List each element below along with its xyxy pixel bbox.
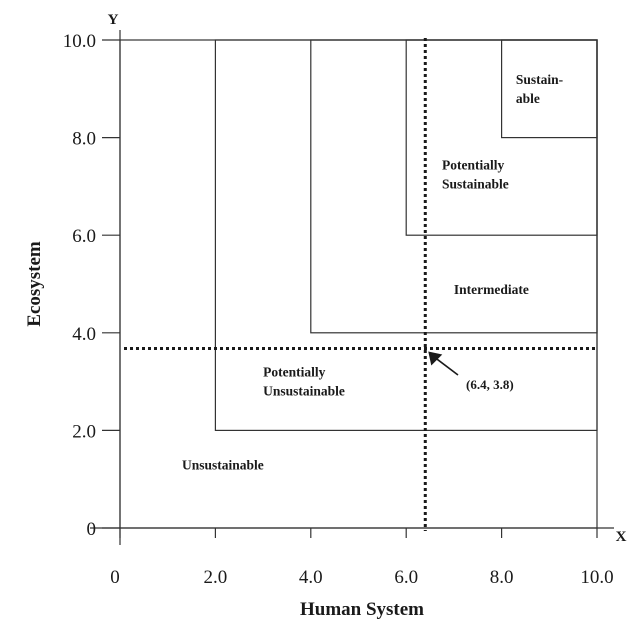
region-label-unsustainable: Unsustainable xyxy=(182,457,264,472)
x-tick-label: 4.0 xyxy=(299,567,323,588)
x-tick-label: 8.0 xyxy=(490,567,514,588)
y-axis-letter: Y xyxy=(108,12,119,28)
y-tick-label: 0 xyxy=(87,519,97,540)
point-label: (6.4, 3.8) xyxy=(466,377,514,392)
y-tick-label: 4.0 xyxy=(72,324,96,345)
y-tick-label: 2.0 xyxy=(72,421,96,442)
x-axis-letter: X xyxy=(616,529,627,545)
region-box-sustainable xyxy=(501,39,598,139)
region-label-potentially-sustainable: Potentially Sustainable xyxy=(442,157,509,191)
tick-marks xyxy=(102,39,598,538)
x-axis-title: Human System xyxy=(300,599,424,620)
y-axis-title: Ecosystem xyxy=(24,241,45,327)
point-marker: (6.4, 3.8) xyxy=(428,351,514,392)
region-label-potentially-unsustainable: Potentially Unsustainable xyxy=(263,365,345,399)
tick-labels: 0 2.0 4.0 6.0 8.0 10.0 0 2.0 4.0 6.0 8.0 10.0 xyxy=(63,31,614,588)
x-tick-label: 6.0 xyxy=(394,567,418,588)
x-tick-label: 10.0 xyxy=(580,567,613,588)
point-arrow-head xyxy=(428,351,443,366)
y-tick-label: 8.0 xyxy=(72,129,96,150)
region-label-intermediate: Intermediate xyxy=(454,282,529,297)
region-label-sustainable: Sustain-able xyxy=(516,72,563,106)
y-tick-label: 6.0 xyxy=(72,226,96,247)
x-tick-label: 0 xyxy=(110,567,120,588)
axes xyxy=(90,30,614,545)
x-tick-label: 2.0 xyxy=(204,567,228,588)
point-guides xyxy=(124,38,597,531)
y-tick-label: 10.0 xyxy=(63,31,96,52)
region-labels: Unsustainable Potentially Unsustainable Int… xyxy=(182,72,563,473)
